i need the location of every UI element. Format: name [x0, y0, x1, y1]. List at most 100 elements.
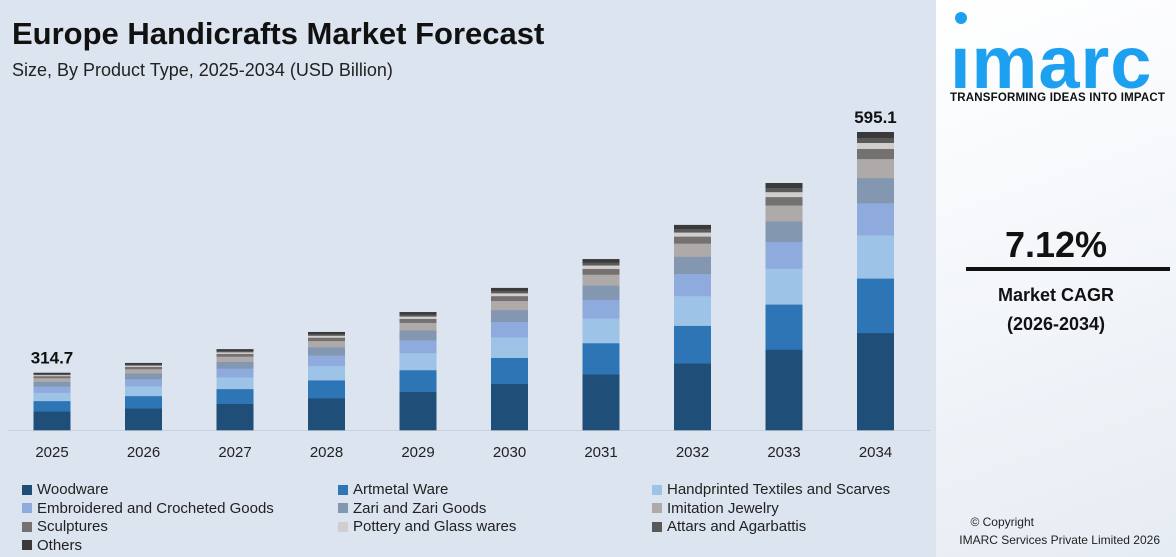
bar-segment-imitation-jewelry-2027 — [216, 356, 254, 362]
bar-segment-sculptures-2029 — [399, 318, 437, 323]
bar-segment-embroidered-and-crocheted-goods-2034 — [857, 202, 894, 236]
bar-segment-pottery-and-glass-wares-2034 — [857, 142, 894, 149]
legend-item: Woodware — [22, 481, 108, 498]
bar-segment-woodware-2032 — [674, 363, 711, 431]
bar-segment-handprinted-textiles-and-scarves-2028 — [308, 365, 345, 381]
bar-segment-zari-and-zari-goods-2025 — [33, 381, 71, 387]
bar-segment-woodware-2030 — [491, 383, 528, 431]
legend-swatch — [338, 484, 348, 495]
bar-segment-embroidered-and-crocheted-goods-2032 — [674, 273, 711, 297]
x-tick-label: 2026 — [127, 444, 160, 461]
bar-segment-embroidered-and-crocheted-goods-2028 — [308, 355, 345, 367]
bar-segment-embroidered-and-crocheted-goods-2026 — [125, 378, 162, 387]
svg-text:ımarc: ımarc — [950, 21, 1152, 93]
x-tick-label: 2031 — [584, 444, 617, 461]
chart-title: Europe Handicrafts Market Forecast — [12, 16, 545, 51]
x-tick-label: 2034 — [859, 444, 892, 461]
bar-segment-imitation-jewelry-2034 — [857, 158, 894, 179]
bar-segment-handprinted-textiles-and-scarves-2031 — [582, 318, 620, 344]
legend-swatch — [338, 503, 348, 513]
bar-segment-woodware-2026 — [125, 408, 162, 431]
legend-swatch — [652, 521, 662, 532]
bar-segment-woodware-2031 — [582, 374, 620, 431]
bar-segment-others-2030 — [491, 287, 528, 291]
cagr-value: 7.12% — [1004, 224, 1108, 265]
legend-label: Zari and Zari Goods — [353, 499, 487, 517]
bar-segment-sculptures-2031 — [582, 268, 620, 275]
bar-segment-others-2028 — [308, 331, 345, 335]
bar-segment-handprinted-textiles-and-scarves-2026 — [125, 386, 162, 397]
bar-segment-pottery-and-glass-wares-2025 — [33, 374, 71, 377]
bar-segment-imitation-jewelry-2026 — [125, 368, 162, 374]
bar-segment-zari-and-zari-goods-2033 — [765, 221, 803, 243]
bar-segment-woodware-2033 — [765, 349, 803, 431]
bar-segment-artmetal-ware-2025 — [33, 400, 71, 412]
bar-segment-handprinted-textiles-and-scarves-2030 — [491, 337, 528, 358]
legend-swatch — [22, 484, 32, 495]
bar-segment-embroidered-and-crocheted-goods-2027 — [216, 368, 254, 378]
data-label-2025: 314.7 — [31, 349, 74, 368]
bar-segment-others-2029 — [399, 312, 437, 315]
bar-segment-sculptures-2025 — [33, 375, 71, 379]
bar-segment-artmetal-ware-2026 — [125, 395, 162, 409]
brand-panel: ımarc TRANSFORMING IDEAS INTO IMPACT 7.1… — [936, 0, 1176, 557]
bar-segment-others-2034 — [857, 132, 894, 138]
bar-segment-pottery-and-glass-wares-2029 — [399, 316, 437, 319]
legend-item: Sculptures — [22, 518, 108, 535]
bar-segment-attars-and-agarbattis-2026 — [125, 364, 162, 366]
bar-segment-imitation-jewelry-2025 — [33, 377, 71, 382]
bar-segment-sculptures-2034 — [857, 148, 894, 160]
bar-segment-artmetal-ware-2029 — [399, 369, 437, 392]
legend-item: Handprinted Textiles and Scarves — [652, 481, 890, 498]
bar-segment-zari-and-zari-goods-2026 — [125, 373, 162, 380]
bar-segment-zari-and-zari-goods-2028 — [308, 347, 345, 356]
legend-swatch — [22, 521, 32, 532]
bar-segment-pottery-and-glass-wares-2032 — [674, 232, 711, 237]
bar-segment-pottery-and-glass-wares-2026 — [125, 365, 162, 367]
bar-segment-pottery-and-glass-wares-2031 — [582, 265, 620, 269]
stacked-bar-chart: 2025 314.7 2026 2027 2028 2029 2030 2031 2032 203… — [8, 108, 930, 461]
bar-segment-sculptures-2027 — [216, 353, 254, 357]
bar-segment-zari-and-zari-goods-2030 — [491, 309, 528, 323]
bar-segment-attars-and-agarbattis-2025 — [33, 373, 71, 376]
legend-label: Others — [37, 536, 83, 554]
bar-segment-others-2026 — [125, 362, 162, 365]
bar-segment-artmetal-ware-2031 — [582, 342, 620, 375]
legend-swatch — [652, 484, 662, 495]
bar-segment-imitation-jewelry-2032 — [674, 243, 711, 257]
legend-item: Zari and Zari Goods — [338, 500, 486, 517]
bar-segment-pottery-and-glass-wares-2033 — [765, 191, 803, 198]
bar-segment-zari-and-zari-goods-2032 — [674, 256, 711, 275]
bar-segment-sculptures-2028 — [308, 337, 345, 342]
legend-label: Attars and Agarbattis — [667, 518, 807, 535]
bar-segment-others-2033 — [765, 182, 803, 189]
bar-segment-handprinted-textiles-and-scarves-2034 — [857, 235, 894, 279]
bar-segment-imitation-jewelry-2030 — [491, 300, 528, 311]
copyright: © Copyright — [970, 515, 1034, 529]
bar-segment-attars-and-agarbattis-2028 — [308, 333, 345, 336]
bar-segment-others-2032 — [674, 224, 711, 230]
bar-segment-attars-and-agarbattis-2033 — [765, 187, 803, 193]
x-tick-label: 2032 — [676, 444, 709, 461]
bar-segment-sculptures-2032 — [674, 236, 711, 244]
bar-segment-zari-and-zari-goods-2029 — [399, 330, 437, 341]
legend-label: Woodware — [37, 481, 109, 498]
bar-segment-artmetal-ware-2034 — [857, 278, 894, 334]
x-tick-label: 2027 — [218, 444, 251, 461]
x-tick-label: 2033 — [767, 444, 800, 461]
legend-item: Attars and Agarbattis — [652, 518, 806, 535]
bar-segment-woodware-2025 — [33, 411, 71, 431]
bar-segment-pottery-and-glass-wares-2030 — [491, 293, 528, 297]
bar-segment-zari-and-zari-goods-2027 — [216, 361, 254, 369]
bar-segment-attars-and-agarbattis-2030 — [491, 290, 528, 294]
x-tick-label: 2029 — [401, 444, 434, 461]
bar-segment-artmetal-ware-2032 — [674, 325, 711, 364]
bar-segment-pottery-and-glass-wares-2027 — [216, 352, 254, 354]
bar-segment-imitation-jewelry-2028 — [308, 340, 345, 348]
legend-label: Embroidered and Crocheted Goods — [37, 499, 274, 517]
chart-panel: Europe Handicrafts Market Forecast Size,… — [8, 16, 930, 554]
legend-swatch — [22, 503, 32, 513]
bar-segment-artmetal-ware-2033 — [765, 304, 803, 350]
bar-segment-embroidered-and-crocheted-goods-2031 — [582, 299, 620, 319]
legend-label: Imitation Jewelry — [667, 499, 779, 517]
